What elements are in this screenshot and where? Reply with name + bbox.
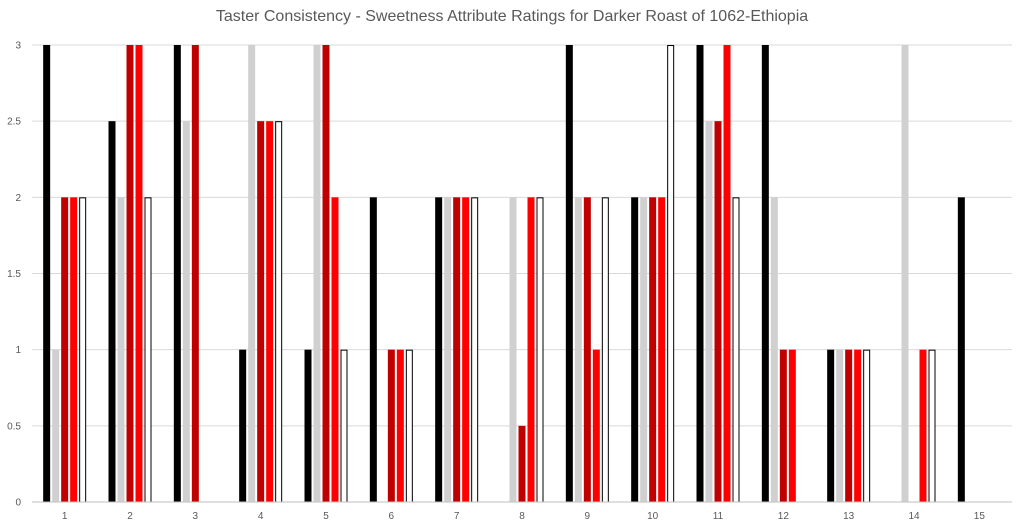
bar-series-5-cat-6 (405, 349, 413, 503)
bar-series-1-cat-9 (565, 45, 573, 502)
bar-series-2-cat-2 (117, 197, 125, 503)
bar-series-1-cat-2 (108, 121, 116, 503)
bar-series-1-cat-3 (173, 45, 181, 502)
bar-series-5-cat-14 (928, 349, 936, 503)
bar-series-5-cat-11 (732, 197, 740, 503)
bar-series-1-cat-10 (631, 197, 639, 503)
bar-series-3-cat-11 (714, 121, 722, 503)
bar-series-4-cat-10 (658, 197, 666, 503)
x-tick-label: 5 (323, 511, 329, 522)
bar-series-1-cat-13 (827, 349, 835, 502)
bar-series-5-cat-13 (863, 349, 871, 503)
bar-series-4-cat-11 (723, 45, 731, 502)
bar-series-4-cat-9 (592, 349, 600, 502)
bar-series-2-cat-5 (313, 45, 321, 502)
y-tick-label: 0.5 (7, 421, 21, 432)
bar-series-2-cat-13 (836, 349, 844, 502)
bar-series-3-cat-12 (779, 349, 787, 502)
bar-series-1-cat-11 (696, 45, 704, 502)
bar-series-2-cat-3 (182, 121, 190, 503)
x-tick-label: 7 (454, 511, 460, 522)
y-tick-label: 0 (15, 498, 21, 509)
axes: 00.511.522.531 2 3 4 5 6 7 8 9 10 11 12 13 14 15 (7, 41, 1012, 522)
bar-series-5-cat-1 (79, 197, 87, 503)
bar-series-3-cat-8 (518, 425, 526, 502)
x-tick-label: 10 (647, 511, 659, 522)
bar-series-4-cat-8 (527, 197, 535, 503)
x-tick-label: 6 (389, 511, 395, 522)
bar-series-2-cat-9 (574, 197, 582, 503)
x-tick-label: 1 (62, 511, 68, 522)
x-tick-label: 12 (778, 511, 790, 522)
bar-series-3-cat-10 (649, 197, 657, 503)
bar-series-5-cat-7 (471, 197, 479, 503)
bar-series-5-cat-10 (667, 45, 675, 503)
bar-series-2-cat-7 (444, 197, 452, 503)
bar-series-2-cat-11 (705, 121, 713, 503)
bar-series-4-cat-4 (266, 121, 274, 503)
bar-series-2-cat-12 (770, 197, 778, 503)
bar-series-3-cat-2 (126, 45, 134, 502)
y-tick-label: 1 (15, 345, 21, 356)
bar-series-3-cat-6 (387, 349, 395, 502)
bar-series-2-cat-8 (509, 197, 517, 503)
bar-series-5-cat-8 (536, 197, 544, 503)
bar-series-5-cat-4 (275, 121, 283, 503)
bar-series-2-cat-10 (640, 197, 648, 503)
bar-series-4-cat-2 (135, 45, 143, 502)
y-tick-label: 3 (15, 41, 21, 52)
bar-series-2-cat-4 (248, 45, 256, 502)
bar-series-1-cat-4 (239, 349, 247, 502)
bars (43, 45, 965, 503)
bar-series-3-cat-7 (453, 197, 461, 503)
bar-series-5-cat-5 (340, 349, 348, 503)
bar-series-5-cat-9 (601, 197, 609, 503)
x-tick-label: 3 (193, 511, 199, 522)
x-tick-label: 13 (843, 511, 855, 522)
y-tick-label: 2 (15, 193, 21, 204)
bar-series-3-cat-9 (583, 197, 591, 503)
bar-series-1-cat-1 (43, 45, 51, 502)
bar-series-4-cat-7 (462, 197, 470, 503)
bar-series-1-cat-15 (957, 197, 965, 503)
x-tick-label: 8 (519, 511, 525, 522)
bar-series-4-cat-13 (854, 349, 862, 502)
bar-series-1-cat-5 (304, 349, 312, 502)
bar-series-1-cat-12 (761, 45, 769, 502)
bar-series-4-cat-1 (70, 197, 78, 503)
bar-series-3-cat-4 (257, 121, 265, 503)
x-tick-label: 9 (585, 511, 591, 522)
bar-series-3-cat-3 (191, 45, 199, 502)
bar-series-3-cat-5 (322, 45, 330, 502)
bar-series-4-cat-6 (396, 349, 404, 502)
bar-series-5-cat-2 (144, 197, 152, 503)
y-tick-label: 1.5 (7, 269, 21, 280)
x-tick-label: 15 (974, 511, 986, 522)
bar-series-2-cat-14 (901, 45, 909, 502)
x-tick-label: 11 (713, 511, 724, 522)
bar-series-3-cat-13 (845, 349, 853, 502)
y-tick-label: 2.5 (7, 117, 21, 128)
x-tick-label: 4 (258, 511, 264, 522)
bar-series-3-cat-1 (61, 197, 69, 503)
bar-series-4-cat-12 (788, 349, 796, 502)
bar-series-1-cat-7 (435, 197, 443, 503)
bar-series-4-cat-5 (331, 197, 339, 503)
chart-title: Taster Consistency - Sweetness Attribute… (215, 8, 809, 25)
bar-series-2-cat-1 (52, 349, 60, 502)
bar-series-1-cat-6 (369, 197, 377, 503)
x-tick-label: 2 (127, 511, 133, 522)
bar-series-4-cat-14 (919, 349, 927, 502)
x-tick-label: 14 (908, 511, 920, 522)
